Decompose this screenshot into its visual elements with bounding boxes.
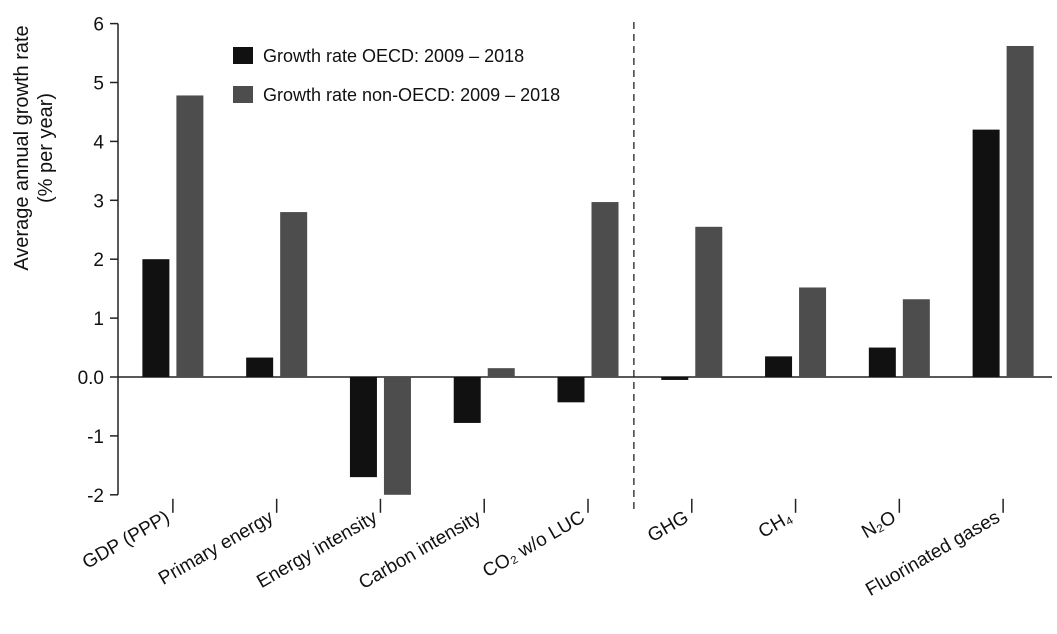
legend-swatch-non-oecd xyxy=(233,86,253,103)
bar-non-oecd-8 xyxy=(1006,45,1034,378)
x-category-label: GDP (PPP) xyxy=(79,507,173,574)
legend-label-non-oecd: Growth rate non-OECD: 2009 – 2018 xyxy=(263,85,560,105)
legend-label-oecd: Growth rate OECD: 2009 – 2018 xyxy=(263,46,524,66)
bar-non-oecd-7 xyxy=(902,299,930,377)
y-tick-label: 3 xyxy=(93,191,104,212)
bar-oecd-2 xyxy=(349,377,377,478)
y-tick-label: 1 xyxy=(93,309,104,330)
bar-oecd-4 xyxy=(557,377,585,403)
bar-non-oecd-2 xyxy=(383,377,411,495)
bar-non-oecd-1 xyxy=(280,212,308,377)
y-tick-label: 2 xyxy=(93,250,104,271)
x-category-label: CH₄ xyxy=(755,507,796,543)
bar-oecd-0 xyxy=(142,259,170,377)
bar-oecd-7 xyxy=(868,347,896,377)
y-axis: -2 -1 0.0 1 2 3 4 5 6 xyxy=(78,15,1052,507)
legend: Growth rate OECD: 2009 – 2018 Growth rate… xyxy=(233,46,560,105)
y-tick-label: 4 xyxy=(93,132,104,153)
bar-oecd-6 xyxy=(765,356,793,377)
y-tick-label: 5 xyxy=(93,74,104,95)
y-tick-label: 6 xyxy=(93,15,104,36)
x-category-label: N₂O xyxy=(858,507,900,543)
y-tick-label: 0.0 xyxy=(78,368,104,389)
bars xyxy=(142,22,1034,510)
bar-oecd-3 xyxy=(453,377,481,423)
bar-non-oecd-3 xyxy=(487,368,515,377)
bar-non-oecd-4 xyxy=(591,202,619,377)
y-axis-title-unit: (% per year) xyxy=(35,93,57,203)
y-tick-label: -1 xyxy=(87,427,104,448)
legend-swatch-oecd xyxy=(233,47,253,64)
bar-oecd-5 xyxy=(661,377,689,380)
bar-non-oecd-5 xyxy=(695,226,723,377)
y-tick-label: -2 xyxy=(87,486,104,507)
y-axis-title: Average annual growth rate (% per year) xyxy=(11,25,57,270)
y-axis-title-main: Average annual growth rate xyxy=(11,25,33,270)
x-category-label: GHG xyxy=(644,507,692,547)
bar-non-oecd-6 xyxy=(799,287,827,377)
bar-oecd-1 xyxy=(246,357,274,377)
x-category-label: CO₂ w/o LUC xyxy=(479,507,588,582)
bar-oecd-8 xyxy=(972,129,1000,377)
bar-non-oecd-0 xyxy=(176,95,204,377)
